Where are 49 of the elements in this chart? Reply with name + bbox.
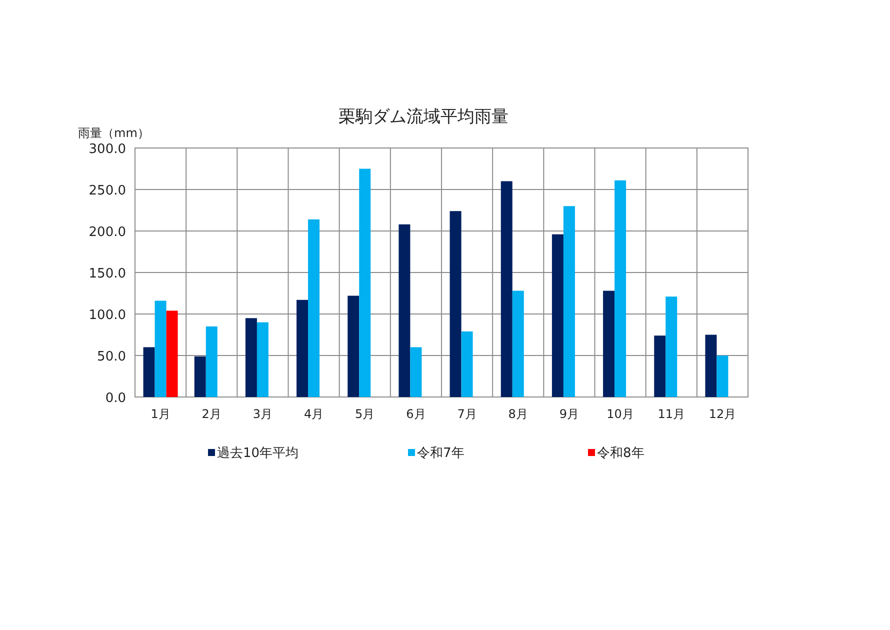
x-tick-label: 7月 [457, 407, 477, 421]
y-tick-label: 50.0 [97, 350, 126, 364]
bar [654, 336, 666, 397]
bar [461, 331, 473, 397]
bar [154, 300, 166, 397]
bar [563, 206, 575, 397]
bar [296, 300, 308, 397]
x-tick-label: 12月 [708, 407, 736, 421]
bar [256, 322, 268, 397]
bar [348, 296, 360, 397]
bar [398, 224, 410, 397]
y-tick-label: 150.0 [88, 266, 126, 282]
y-tick-label: 100.0 [88, 308, 126, 323]
bar [206, 326, 218, 397]
x-tick-label: 6月 [406, 407, 426, 421]
bar [359, 168, 371, 397]
bar [410, 347, 422, 397]
bar [614, 180, 626, 397]
y-tick-label: 0.0 [105, 391, 126, 406]
x-tick-label: 4月 [304, 407, 324, 421]
legend-label: 令和8年 [597, 446, 644, 461]
bar [552, 234, 564, 397]
bar [500, 181, 512, 397]
bar [245, 318, 257, 397]
bar [512, 290, 524, 397]
bar [603, 290, 615, 397]
bar [308, 219, 320, 397]
bar [143, 347, 155, 397]
bar [166, 310, 178, 397]
y-axis-title: 雨量（mm） [78, 126, 150, 140]
legend-label: 令和7年 [417, 446, 464, 461]
bar [194, 356, 206, 397]
x-tick-label: 5月 [355, 407, 375, 421]
bar [666, 296, 678, 397]
x-tick-label: 10月 [606, 407, 634, 421]
y-tick-label: 250.0 [88, 184, 126, 198]
y-tick-label: 300.0 [88, 142, 126, 157]
x-tick-label: 3月 [252, 407, 273, 421]
chart-title: 栗駒ダム流域平均雨量 [338, 107, 508, 127]
x-tick-label: 1月 [150, 407, 170, 421]
x-tick-label: 11月 [658, 407, 686, 421]
x-tick-label: 8月 [508, 407, 528, 421]
bar [450, 211, 462, 397]
x-tick-label: 9月 [559, 407, 580, 421]
bar [705, 334, 717, 397]
legend-label: 過去10年平均 [217, 446, 299, 461]
x-tick-label: 2月 [202, 407, 222, 421]
y-tick-label: 200.0 [88, 225, 126, 240]
bar [716, 356, 728, 397]
